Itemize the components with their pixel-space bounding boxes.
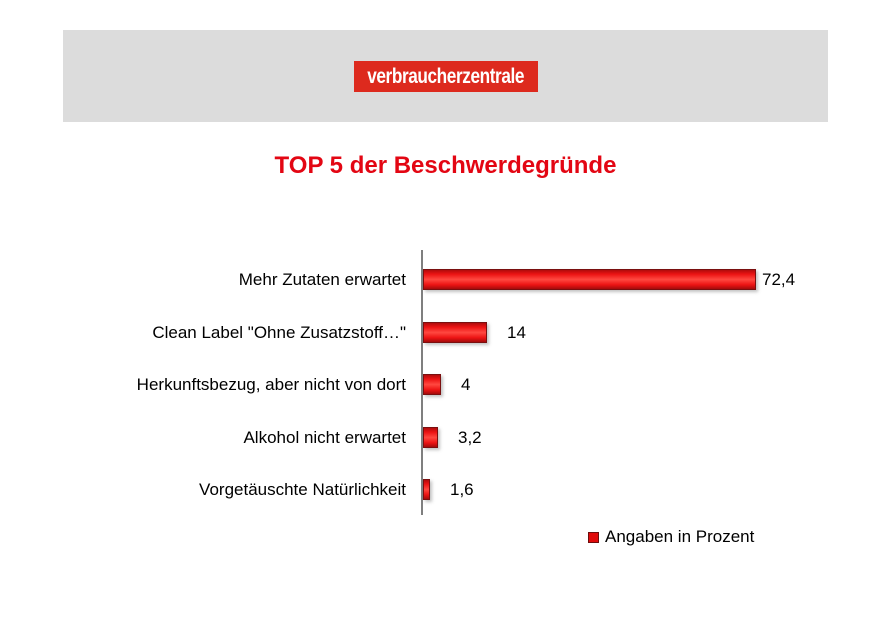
value-label: 72,4 [762, 270, 796, 289]
value-label: 14 [507, 323, 526, 342]
bar [423, 374, 441, 395]
category-label: Herkunftsbezug, aber nicht von dort [136, 375, 406, 394]
legend-label: Angaben in Prozent [605, 527, 755, 546]
y-axis-line [421, 250, 423, 515]
bar [423, 269, 756, 290]
bar [423, 322, 487, 343]
category-label: Clean Label "Ohne Zusatzstoff…" [152, 323, 406, 342]
bar [423, 427, 438, 448]
value-label: 4 [461, 375, 471, 394]
category-label: Vorgetäuschte Natürlichkeit [199, 480, 406, 499]
category-label: Alkohol nicht erwartet [243, 428, 406, 447]
category-label: Mehr Zutaten erwartet [238, 270, 406, 289]
value-label: 3,2 [458, 428, 482, 447]
header-band: verbraucherzentrale [63, 30, 828, 122]
legend-marker-icon [588, 531, 599, 543]
bar [423, 479, 430, 500]
verbraucherzentrale-logo: verbraucherzentrale [353, 60, 538, 92]
legend: Angaben in Prozent [588, 527, 754, 547]
value-label: 1,6 [450, 480, 474, 499]
logo-text: verbraucherzentrale [367, 64, 524, 88]
page-title: TOP 5 der Beschwerdegründe [274, 152, 617, 179]
